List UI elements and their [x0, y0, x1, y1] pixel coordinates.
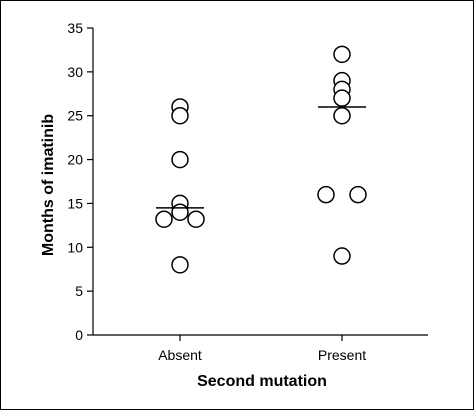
data-point [155, 210, 173, 228]
y-tick-label: 35 [67, 20, 83, 36]
x-tick-label: Absent [158, 347, 202, 363]
data-point [317, 185, 335, 204]
axes [92, 28, 428, 336]
y-tick-label: 20 [67, 152, 83, 168]
data-point [349, 185, 367, 204]
y-tick-label: 15 [67, 195, 83, 211]
data-point [171, 106, 189, 125]
data-point [333, 247, 351, 265]
y-tick-label: 25 [67, 108, 83, 124]
y-axis-title: Months of imatinib [40, 114, 57, 256]
data-point [333, 45, 351, 64]
data-point [171, 150, 189, 169]
data-point [171, 203, 189, 221]
data-point [187, 210, 205, 228]
median-lines [156, 106, 366, 209]
y-tick-label: 0 [75, 327, 83, 343]
x-axis-title: Second mutation [197, 373, 327, 390]
data-points [155, 45, 367, 274]
data-point [333, 106, 351, 125]
x-tick-label: Present [318, 347, 366, 363]
x-ticks: Absent Present [158, 335, 366, 363]
data-point [171, 256, 189, 274]
y-tick-label: 10 [67, 239, 83, 255]
y-ticks: 0 5 10 15 20 25 30 35 [67, 20, 93, 343]
y-tick-label: 30 [67, 64, 83, 80]
y-tick-label: 5 [75, 283, 83, 299]
data-point [333, 89, 351, 107]
